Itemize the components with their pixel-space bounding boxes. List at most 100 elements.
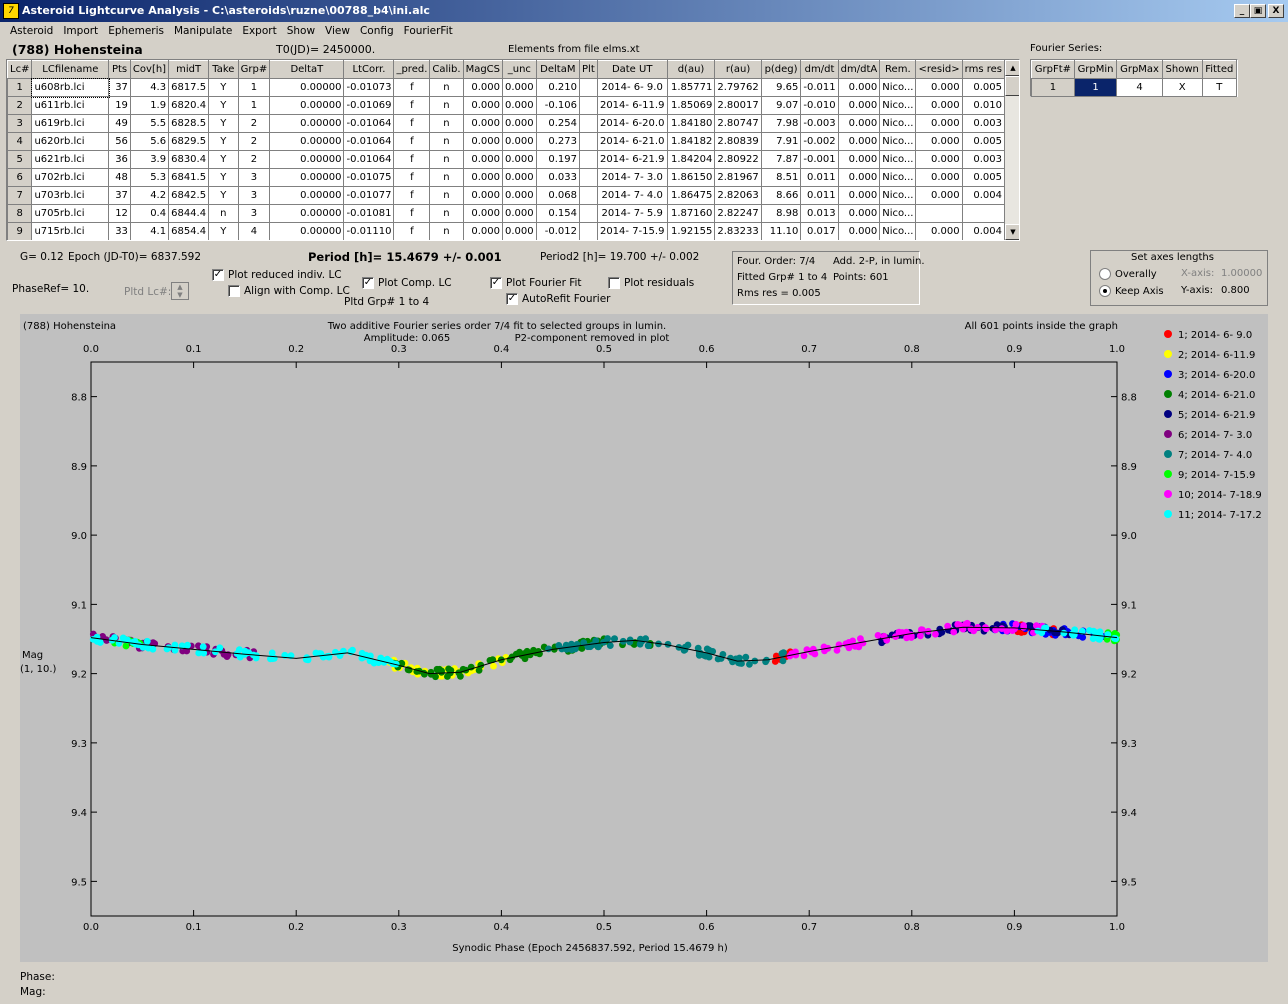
fourier-cell[interactable]: X [1161, 78, 1203, 97]
table-cell[interactable]: Nico... [879, 186, 917, 205]
column-header[interactable]: _unc [502, 60, 537, 79]
column-header[interactable]: Take [208, 60, 239, 79]
row-number[interactable]: 9 [7, 222, 33, 240]
y-axis-field[interactable]: 0.800 [1221, 285, 1250, 296]
table-cell[interactable]: u705rb.lci [31, 204, 110, 223]
table-cell[interactable]: u702rb.lci [31, 168, 110, 187]
table-cell[interactable]: 3 [237, 168, 271, 187]
row-number[interactable]: 7 [7, 186, 33, 205]
table-row[interactable]: 2 u611rb.lci 19 1.9 6820.4 Y 1 0.00000 -0.01069 f… [7, 96, 1006, 115]
table-cell[interactable]: 8.98 [760, 204, 802, 223]
table-cell[interactable]: 0.00000 [269, 96, 345, 115]
table-cell[interactable]: Y [208, 222, 239, 240]
table-cell[interactable]: 8.51 [760, 168, 802, 187]
table-cell[interactable]: -0.106 [535, 96, 581, 115]
table-cell[interactable]: 0.00000 [269, 204, 345, 223]
table-cell[interactable]: 0.000 [502, 78, 537, 97]
table-cell[interactable]: 0.017 [800, 222, 839, 240]
table-cell[interactable]: 0.000 [837, 96, 881, 115]
table-cell[interactable]: u619rb.lci [31, 114, 110, 133]
menu-ephemeris[interactable]: Ephemeris [108, 25, 164, 37]
row-number[interactable]: 3 [7, 114, 33, 133]
keep-axis-radio[interactable]: Keep Axis [1099, 285, 1164, 297]
table-cell[interactable]: f [393, 186, 431, 205]
table-cell[interactable]: n [429, 204, 464, 223]
table-cell[interactable]: 0.005 [961, 168, 1006, 187]
column-header[interactable]: DeltaT [269, 60, 345, 79]
table-cell[interactable]: 0.000 [502, 222, 537, 240]
table-cell[interactable]: 2.82247 [714, 204, 762, 223]
table-row[interactable]: 8 u705rb.lci 12 0.4 6844.4 n 3 0.00000 -0.01081 f… [7, 204, 1006, 223]
table-cell[interactable]: 0.000 [462, 132, 504, 151]
table-cell[interactable]: 0.011 [800, 168, 839, 187]
fourier-row[interactable]: 1 1 4 X T [1031, 78, 1238, 97]
table-cell[interactable]: 2014- 6-21.9 [596, 150, 668, 169]
column-header[interactable]: d(au) [666, 60, 716, 79]
table-cell[interactable]: 0.003 [961, 150, 1006, 169]
table-cell[interactable]: 12 [108, 204, 131, 223]
table-cell[interactable]: 0.000 [502, 132, 537, 151]
table-cell[interactable]: 37 [108, 186, 131, 205]
column-header[interactable]: dm/dt [800, 60, 839, 79]
table-cell[interactable] [961, 204, 1006, 223]
column-header[interactable]: MagCS [462, 60, 504, 79]
table-cell[interactable]: f [393, 114, 431, 133]
table-cell[interactable]: -0.01064 [343, 150, 395, 169]
table-cell[interactable]: 1 [237, 96, 271, 115]
overall-radio[interactable]: Overally [1099, 268, 1157, 280]
table-cell[interactable]: Y [208, 114, 239, 133]
row-number[interactable]: 4 [7, 132, 33, 151]
restore-button[interactable]: ▣ [1250, 4, 1266, 18]
table-cell[interactable]: u608rb.lci [30, 77, 110, 98]
table-cell[interactable]: n [429, 132, 464, 151]
table-cell[interactable]: 0.000 [915, 222, 963, 240]
row-number[interactable]: 1 [7, 78, 33, 97]
table-row[interactable]: 6 u702rb.lci 48 5.3 6841.5 Y 3 0.00000 -0.01075 f… [7, 168, 1006, 187]
table-cell[interactable]: 0.00000 [269, 168, 345, 187]
table-cell[interactable]: 2014- 6-11.9 [596, 96, 668, 115]
x-axis-field[interactable]: 1.00000 [1221, 268, 1263, 279]
column-header[interactable]: Calib. [429, 60, 464, 79]
table-cell[interactable]: f [393, 132, 431, 151]
table-cell[interactable]: 0.000 [915, 78, 963, 97]
table-cell[interactable]: 49 [108, 114, 131, 133]
table-cell[interactable]: n [208, 204, 239, 223]
table-cell[interactable] [579, 78, 598, 97]
table-cell[interactable]: n [429, 168, 464, 187]
table-cell[interactable]: 0.000 [502, 204, 537, 223]
lightcurve-chart[interactable]: (788) Hohensteina Two additive Fourier s… [20, 314, 1268, 962]
table-cell[interactable]: Nico... [879, 114, 917, 133]
table-cell[interactable]: 9.07 [760, 96, 802, 115]
table-cell[interactable]: 6844.4 [168, 204, 210, 223]
fourier-cell[interactable]: T [1201, 78, 1238, 97]
table-cell[interactable]: 6842.5 [168, 186, 210, 205]
table-cell[interactable]: 4.3 [129, 78, 170, 97]
lightcurve-table[interactable]: Lc# LCfilename Pts Cov[h] midT Take Grp# DeltaT… [6, 59, 1020, 241]
table-cell[interactable]: Y [208, 186, 239, 205]
table-cell[interactable]: 2.82063 [714, 186, 762, 205]
table-cell[interactable]: 1.84182 [666, 132, 716, 151]
column-header[interactable]: LtCorr. [343, 60, 395, 79]
menu-export[interactable]: Export [242, 25, 277, 37]
fourier-cell[interactable]: 4 [1116, 78, 1163, 97]
table-cell[interactable]: 1.86150 [666, 168, 716, 187]
table-cell[interactable]: 0.000 [462, 186, 504, 205]
table-cell[interactable]: 5.5 [129, 114, 170, 133]
table-cell[interactable]: u611rb.lci [31, 96, 110, 115]
table-cell[interactable]: Y [208, 150, 239, 169]
table-cell[interactable] [579, 114, 598, 133]
table-cell[interactable]: 0.003 [961, 114, 1006, 133]
table-cell[interactable]: 6829.5 [168, 132, 210, 151]
table-cell[interactable]: -0.002 [800, 132, 839, 151]
table-cell[interactable]: f [393, 168, 431, 187]
table-cell[interactable]: 1 [237, 78, 271, 97]
column-header[interactable]: Grp# [237, 60, 271, 79]
table-cell[interactable]: 2 [237, 150, 271, 169]
table-cell[interactable]: Y [208, 132, 239, 151]
table-cell[interactable]: 0.000 [462, 168, 504, 187]
table-cell[interactable]: 2.81967 [714, 168, 762, 187]
menu-import[interactable]: Import [63, 25, 99, 37]
row-number[interactable]: 8 [7, 204, 33, 223]
table-cell[interactable]: 0.000 [837, 168, 881, 187]
table-cell[interactable]: n [429, 186, 464, 205]
